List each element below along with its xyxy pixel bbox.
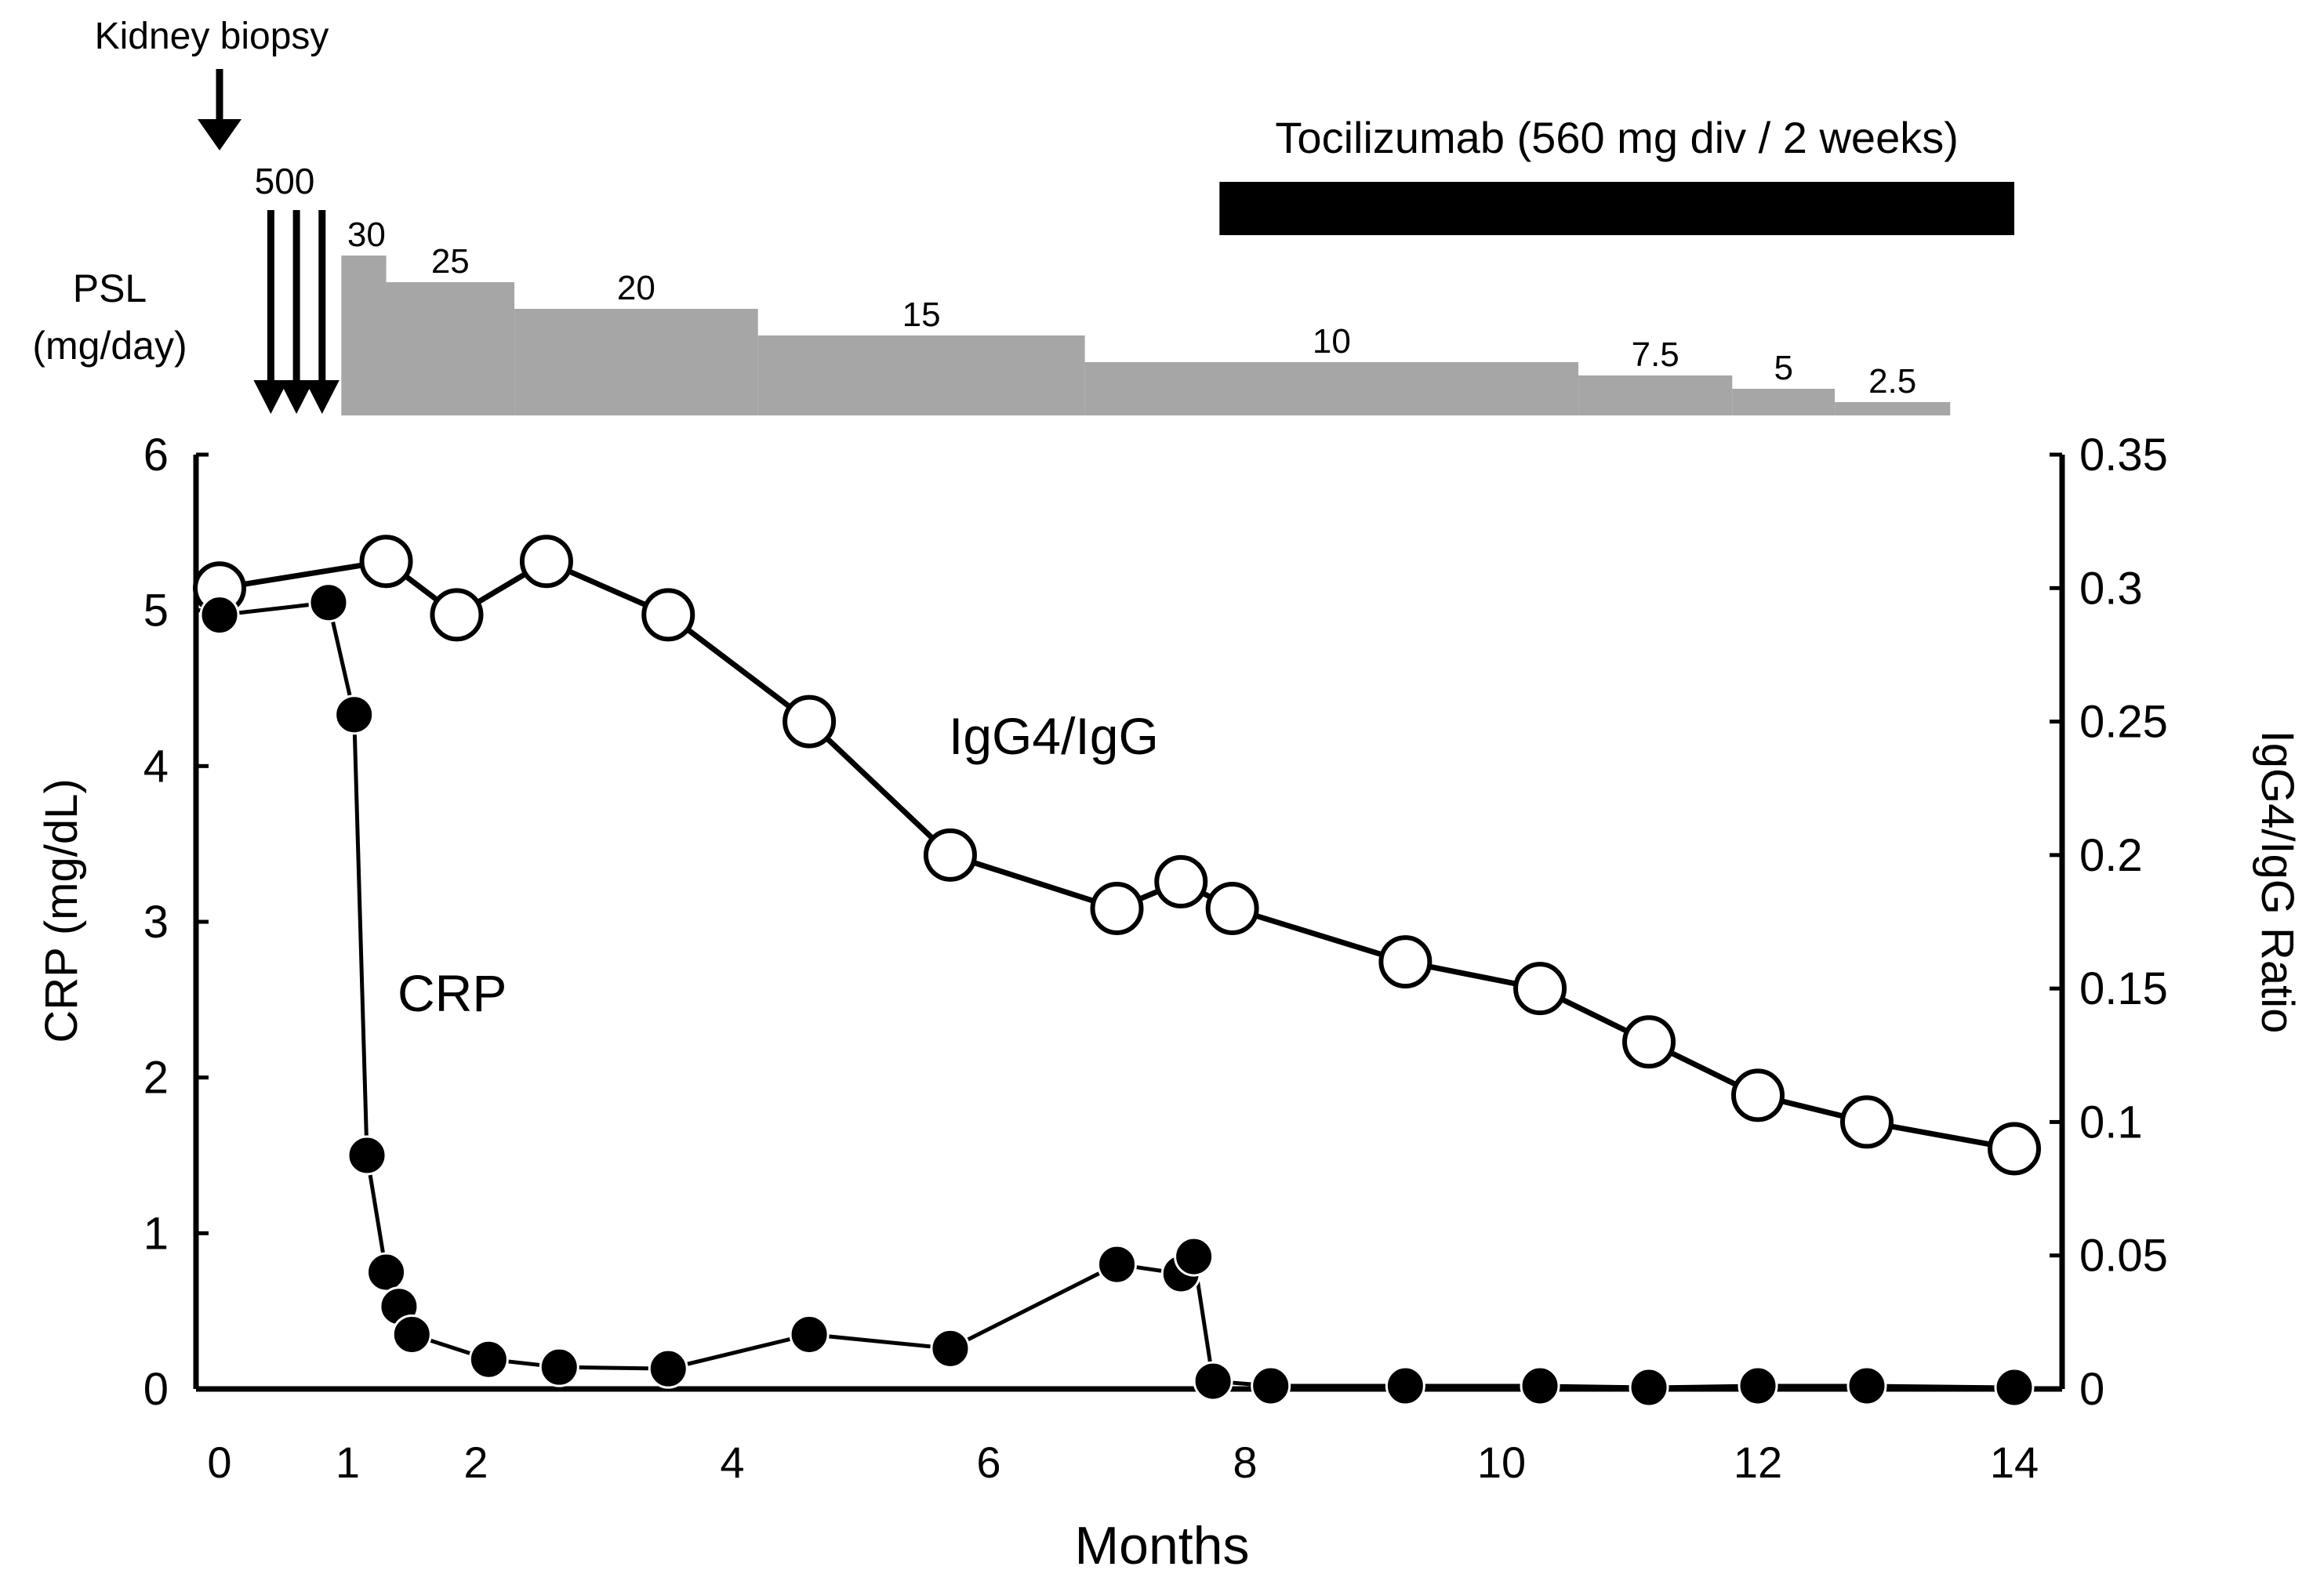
y-right-tick-label: 0.25	[2079, 697, 2168, 748]
tocilizumab-bar	[1219, 182, 2014, 235]
psl-step-bar	[386, 282, 515, 415]
x-tick-label: 1	[336, 1438, 360, 1487]
x-tick-label: 12	[1734, 1438, 1782, 1487]
psl-step-label: 25	[431, 242, 470, 281]
x-axis-label: Months	[1075, 1516, 1250, 1576]
biopsy-arrow-head	[198, 119, 241, 150]
crp-point	[789, 1314, 830, 1354]
crp-point	[347, 1135, 387, 1176]
y-right-tick-label: 0	[2079, 1364, 2104, 1415]
igg4-ratio-point	[519, 535, 573, 589]
y-right-tick-label: 0.15	[2079, 963, 2168, 1014]
psl-step-bar	[341, 256, 387, 415]
x-tick-label: 4	[720, 1438, 744, 1487]
psl-unit-label: (mg/day)	[32, 324, 187, 368]
crp-point	[539, 1347, 579, 1387]
crp-point	[1097, 1244, 1137, 1285]
x-tick-label: 6	[976, 1438, 1000, 1487]
psl-step-bar	[1732, 389, 1836, 415]
crp-point	[1846, 1365, 1887, 1406]
igg4-ratio-point	[430, 588, 484, 642]
crp-point	[1629, 1367, 1669, 1408]
igg4-ratio-point	[1154, 854, 1208, 908]
crp-point	[1174, 1236, 1215, 1277]
crp-point	[648, 1348, 688, 1389]
x-tick-label: 0	[207, 1438, 231, 1487]
axes: Months CRP (mg/dL) IgG4/IgG Ratio CRP Ig…	[36, 455, 2303, 1576]
pulse-arrow-head	[279, 380, 314, 414]
crp-point	[366, 1252, 407, 1293]
y-right-tick-label: 0.1	[2079, 1097, 2143, 1148]
igg4-ratio-point	[1731, 1068, 1785, 1122]
crp-point	[308, 582, 349, 623]
igg4-ratio-point	[1513, 962, 1567, 1016]
psl-step-bar	[1578, 375, 1733, 415]
crp-point	[1994, 1367, 2035, 1408]
igg4-ratio-point	[1205, 881, 1259, 935]
crp-point	[1738, 1365, 1778, 1406]
igg4-ratio-point	[1378, 935, 1433, 989]
pulse-arrow-head	[253, 380, 289, 414]
x-tick-label: 10	[1477, 1438, 1526, 1487]
igg4-ratio-point	[1988, 1122, 2041, 1176]
igg4-ratio-point	[1839, 1095, 1894, 1149]
y-right-tick-label: 0.05	[2079, 1231, 2168, 1282]
treatment-timeline: Kidney biopsy 500 PSL (mg/day) 30 25 20 15 10 7.5…	[32, 16, 2014, 415]
pulse-dose-label: 500	[255, 161, 315, 201]
psl-step-bar	[514, 309, 758, 415]
y-left-tick-label: 3	[143, 897, 169, 948]
crp-point	[1251, 1365, 1291, 1406]
crp-point	[930, 1328, 971, 1369]
x-tick-label: 2	[463, 1438, 488, 1487]
y-right-tick-label: 0.3	[2079, 563, 2143, 614]
y-left-tick-label: 6	[143, 430, 169, 480]
psl-step-label: 20	[617, 269, 655, 307]
series-label-crp: CRP	[398, 964, 507, 1022]
series-label-igg4: IgG4/IgG	[949, 707, 1159, 765]
crp-point	[1520, 1365, 1560, 1406]
psl-step-label: 10	[1313, 322, 1351, 361]
igg4-ratio-point	[923, 828, 977, 882]
psl-step-label: 2.5	[1868, 362, 1916, 401]
crp-point	[468, 1339, 509, 1380]
crp-point	[199, 595, 240, 636]
y-right-tick-label: 0.2	[2079, 830, 2143, 881]
psl-step-label: 5	[1774, 349, 1792, 387]
y-left-tick-label: 1	[143, 1208, 169, 1259]
tick-labels: 0 1 2 4 6 8 10 12 14012345600.050.10.150.20.250.…	[143, 430, 2168, 1487]
y-axis-right-label: IgG4/IgG Ratio	[2252, 731, 2303, 1034]
crp-point	[391, 1314, 432, 1354]
psl-step-bar	[1835, 402, 1951, 415]
biopsy-label: Kidney biopsy	[95, 16, 329, 57]
igg4-ratio-point	[783, 694, 837, 749]
y-left-tick-label: 5	[143, 586, 169, 636]
igg4-ratio-point	[1090, 881, 1144, 935]
y-left-tick-label: 0	[143, 1364, 169, 1415]
psl-step-label: 15	[902, 296, 941, 334]
data-series	[193, 535, 2041, 1408]
tocilizumab-label: Tocilizumab (560 mg div / 2 weeks)	[1275, 113, 1958, 162]
y-axis-left-label: CRP (mg/dL)	[36, 778, 87, 1043]
psl-label: PSL	[73, 267, 147, 310]
psl-step-label: 7.5	[1632, 335, 1679, 374]
y-left-tick-label: 2	[143, 1053, 169, 1104]
pulse-arrow-head	[304, 380, 340, 414]
y-left-tick-label: 4	[143, 741, 169, 792]
psl-step-label: 30	[347, 216, 386, 254]
igg4-ratio-line	[219, 558, 2015, 1151]
igg4-ratio-point	[359, 535, 413, 589]
igg4-ratio-point	[641, 588, 695, 642]
psl-step-bar	[757, 335, 1085, 415]
y-right-tick-label: 0.35	[2079, 430, 2168, 480]
crp-point	[1385, 1365, 1425, 1406]
psl-step-bar	[1084, 362, 1579, 415]
crp-point	[1193, 1361, 1233, 1402]
crp-point	[334, 694, 375, 735]
x-tick-label: 8	[1233, 1438, 1257, 1487]
x-tick-label: 14	[1990, 1438, 2039, 1487]
igg4-ratio-point	[1622, 1015, 1676, 1069]
